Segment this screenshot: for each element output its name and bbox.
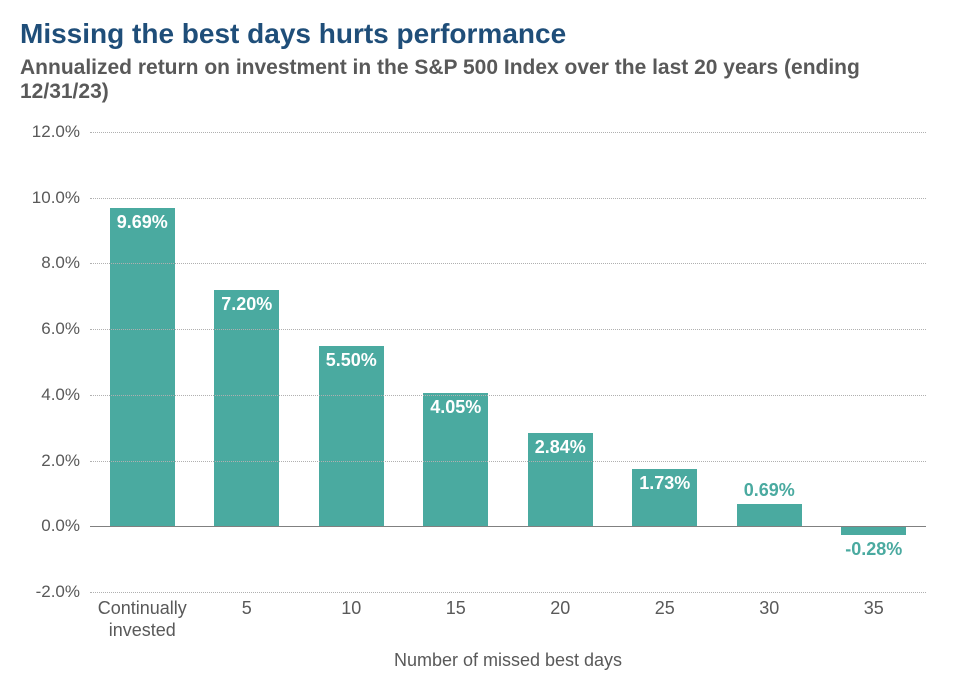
- y-tick-label: -2.0%: [20, 582, 80, 602]
- bar: 2.84%: [528, 433, 593, 526]
- bar-value-label: 7.20%: [214, 294, 279, 315]
- y-tick-label: 8.0%: [20, 253, 80, 273]
- bar-value-label: 1.73%: [632, 473, 697, 494]
- x-axis-title: Number of missed best days: [90, 650, 926, 671]
- bar: 0.69%: [737, 504, 802, 527]
- bar-value-label: 4.05%: [423, 397, 488, 418]
- y-tick-label: 4.0%: [20, 385, 80, 405]
- grid-line: [90, 263, 926, 264]
- bar-value-label: 0.69%: [737, 480, 802, 501]
- grid-line: [90, 592, 926, 593]
- x-tick-label: 20: [508, 598, 613, 620]
- x-tick-label: 10: [299, 598, 404, 620]
- bar: 9.69%: [110, 208, 175, 526]
- bar-value-label: -0.28%: [841, 539, 906, 560]
- x-tick-label: 35: [822, 598, 927, 620]
- x-tick-label: 30: [717, 598, 822, 620]
- chart-container: Missing the best days hurts performance …: [0, 0, 956, 696]
- chart-subtitle: Annualized return on investment in the S…: [20, 56, 936, 104]
- zero-line: [90, 526, 926, 527]
- y-tick-label: 0.0%: [20, 516, 80, 536]
- x-tick-label: 5: [195, 598, 300, 620]
- y-tick-label: 2.0%: [20, 451, 80, 471]
- bar: 1.73%: [632, 469, 697, 526]
- grid-line: [90, 198, 926, 199]
- y-tick-label: 6.0%: [20, 319, 80, 339]
- bar: 7.20%: [214, 290, 279, 527]
- x-tick-label: 15: [404, 598, 509, 620]
- plot-area: 9.69% 7.20% 5.50% 4.05% 2.84% 1.73% 0.69% -0.28…: [90, 132, 926, 592]
- bars-group: 9.69% 7.20% 5.50% 4.05% 2.84% 1.73% 0.69% -0.28…: [90, 132, 926, 592]
- x-axis-labels: Continually invested5101520253035: [90, 598, 926, 648]
- chart-title: Missing the best days hurts performance: [20, 18, 936, 50]
- grid-line: [90, 395, 926, 396]
- chart-area: 9.69% 7.20% 5.50% 4.05% 2.84% 1.73% 0.69% -0.28…: [20, 122, 936, 677]
- grid-line: [90, 132, 926, 133]
- y-tick-label: 10.0%: [20, 188, 80, 208]
- bar: 5.50%: [319, 346, 384, 527]
- bar: -0.28%: [841, 526, 906, 535]
- bar-value-label: 9.69%: [110, 212, 175, 233]
- grid-line: [90, 461, 926, 462]
- bar-value-label: 2.84%: [528, 437, 593, 458]
- y-tick-label: 12.0%: [20, 122, 80, 142]
- grid-line: [90, 329, 926, 330]
- bar-value-label: 5.50%: [319, 350, 384, 371]
- x-tick-label: 25: [613, 598, 718, 620]
- x-tick-label: Continually invested: [90, 598, 195, 641]
